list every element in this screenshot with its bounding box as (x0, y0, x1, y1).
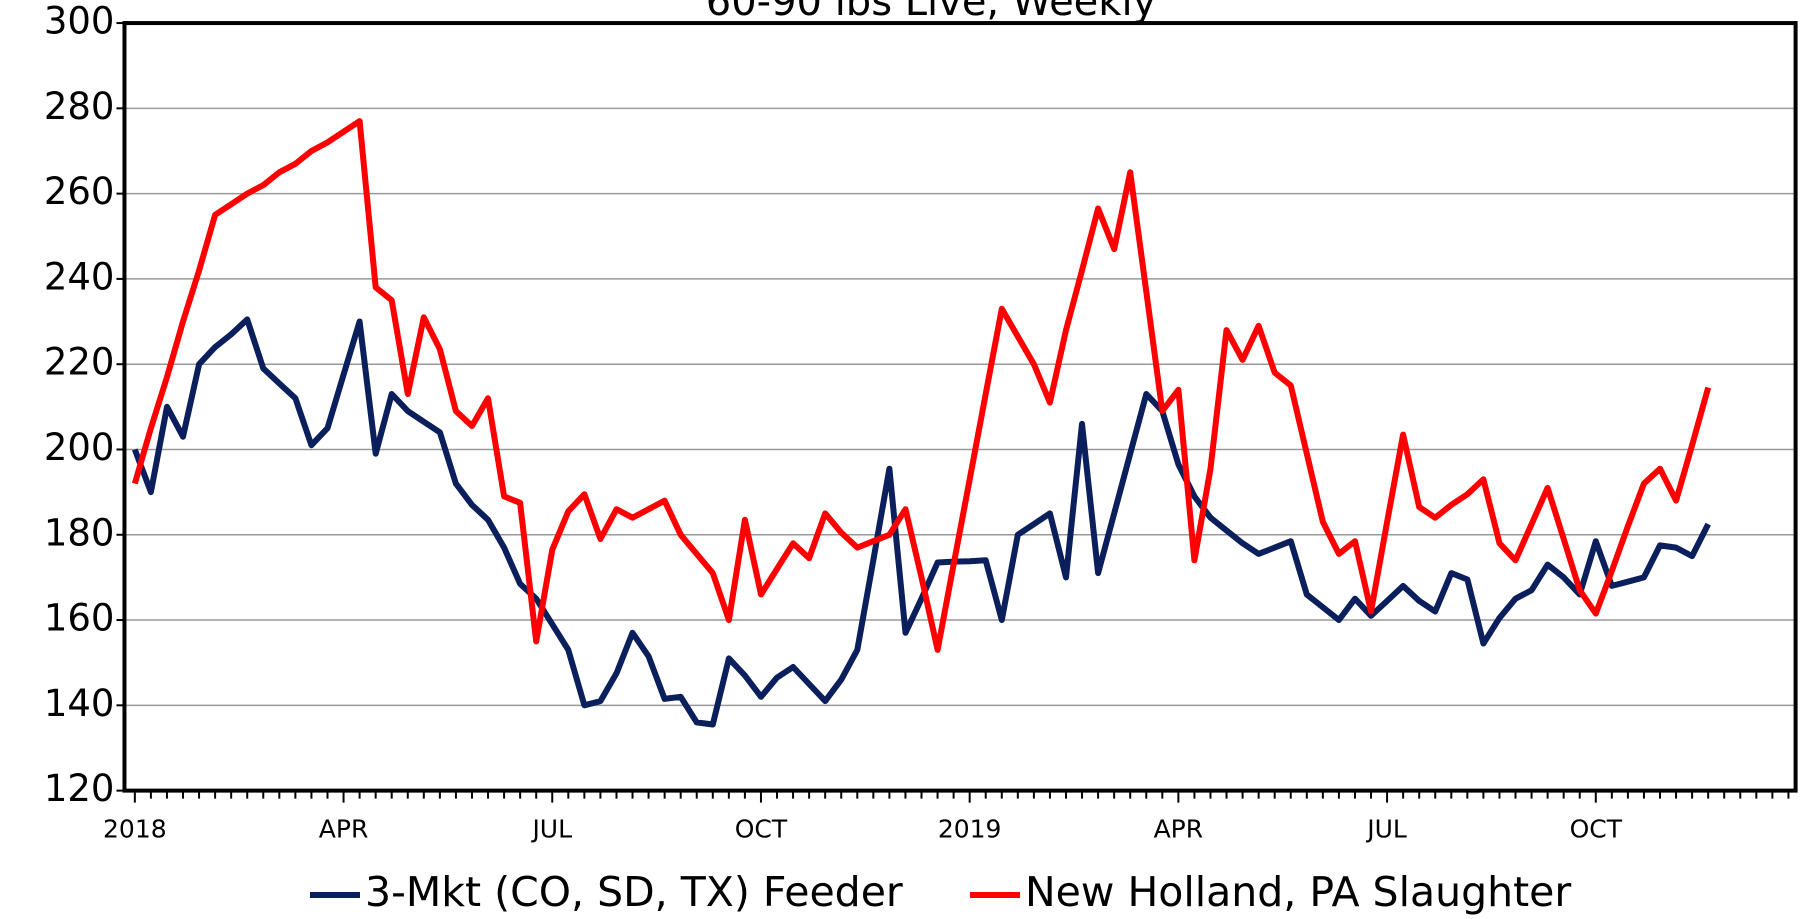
legend-label: New Holland, PA Slaughter (1025, 868, 1571, 916)
y-tick-label: 160 (44, 597, 115, 640)
y-tick-label: 240 (44, 255, 115, 298)
legend-label: 3-Mkt (CO, SD, TX) Feeder (365, 868, 903, 916)
chart-title: 60-90 lbs Live, Weekly (706, 0, 1157, 25)
x-tick-label: OCT (735, 815, 788, 844)
x-tick-label: 2018 (103, 815, 167, 844)
y-tick-label: 120 (44, 767, 115, 810)
y-tick-label: 300 (44, 0, 115, 43)
series-line (131, 316, 1711, 728)
x-tick-label: 2019 (938, 815, 1002, 844)
y-tick-label: 260 (44, 170, 115, 213)
x-tick-label: OCT (1570, 815, 1623, 844)
x-tick-label: JUL (1365, 815, 1407, 844)
y-tick-label: 280 (44, 85, 115, 128)
y-tick-label: 220 (44, 341, 115, 384)
x-tick-label: APR (319, 815, 369, 844)
series-line (131, 118, 1712, 653)
x-tick-label: JUL (530, 815, 572, 844)
x-tick-label: APR (1154, 815, 1204, 844)
y-tick-label: 200 (44, 426, 115, 469)
plot-frame (122, 21, 1798, 793)
y-tick-label: 140 (44, 682, 115, 725)
y-tick-label: 180 (44, 511, 115, 554)
